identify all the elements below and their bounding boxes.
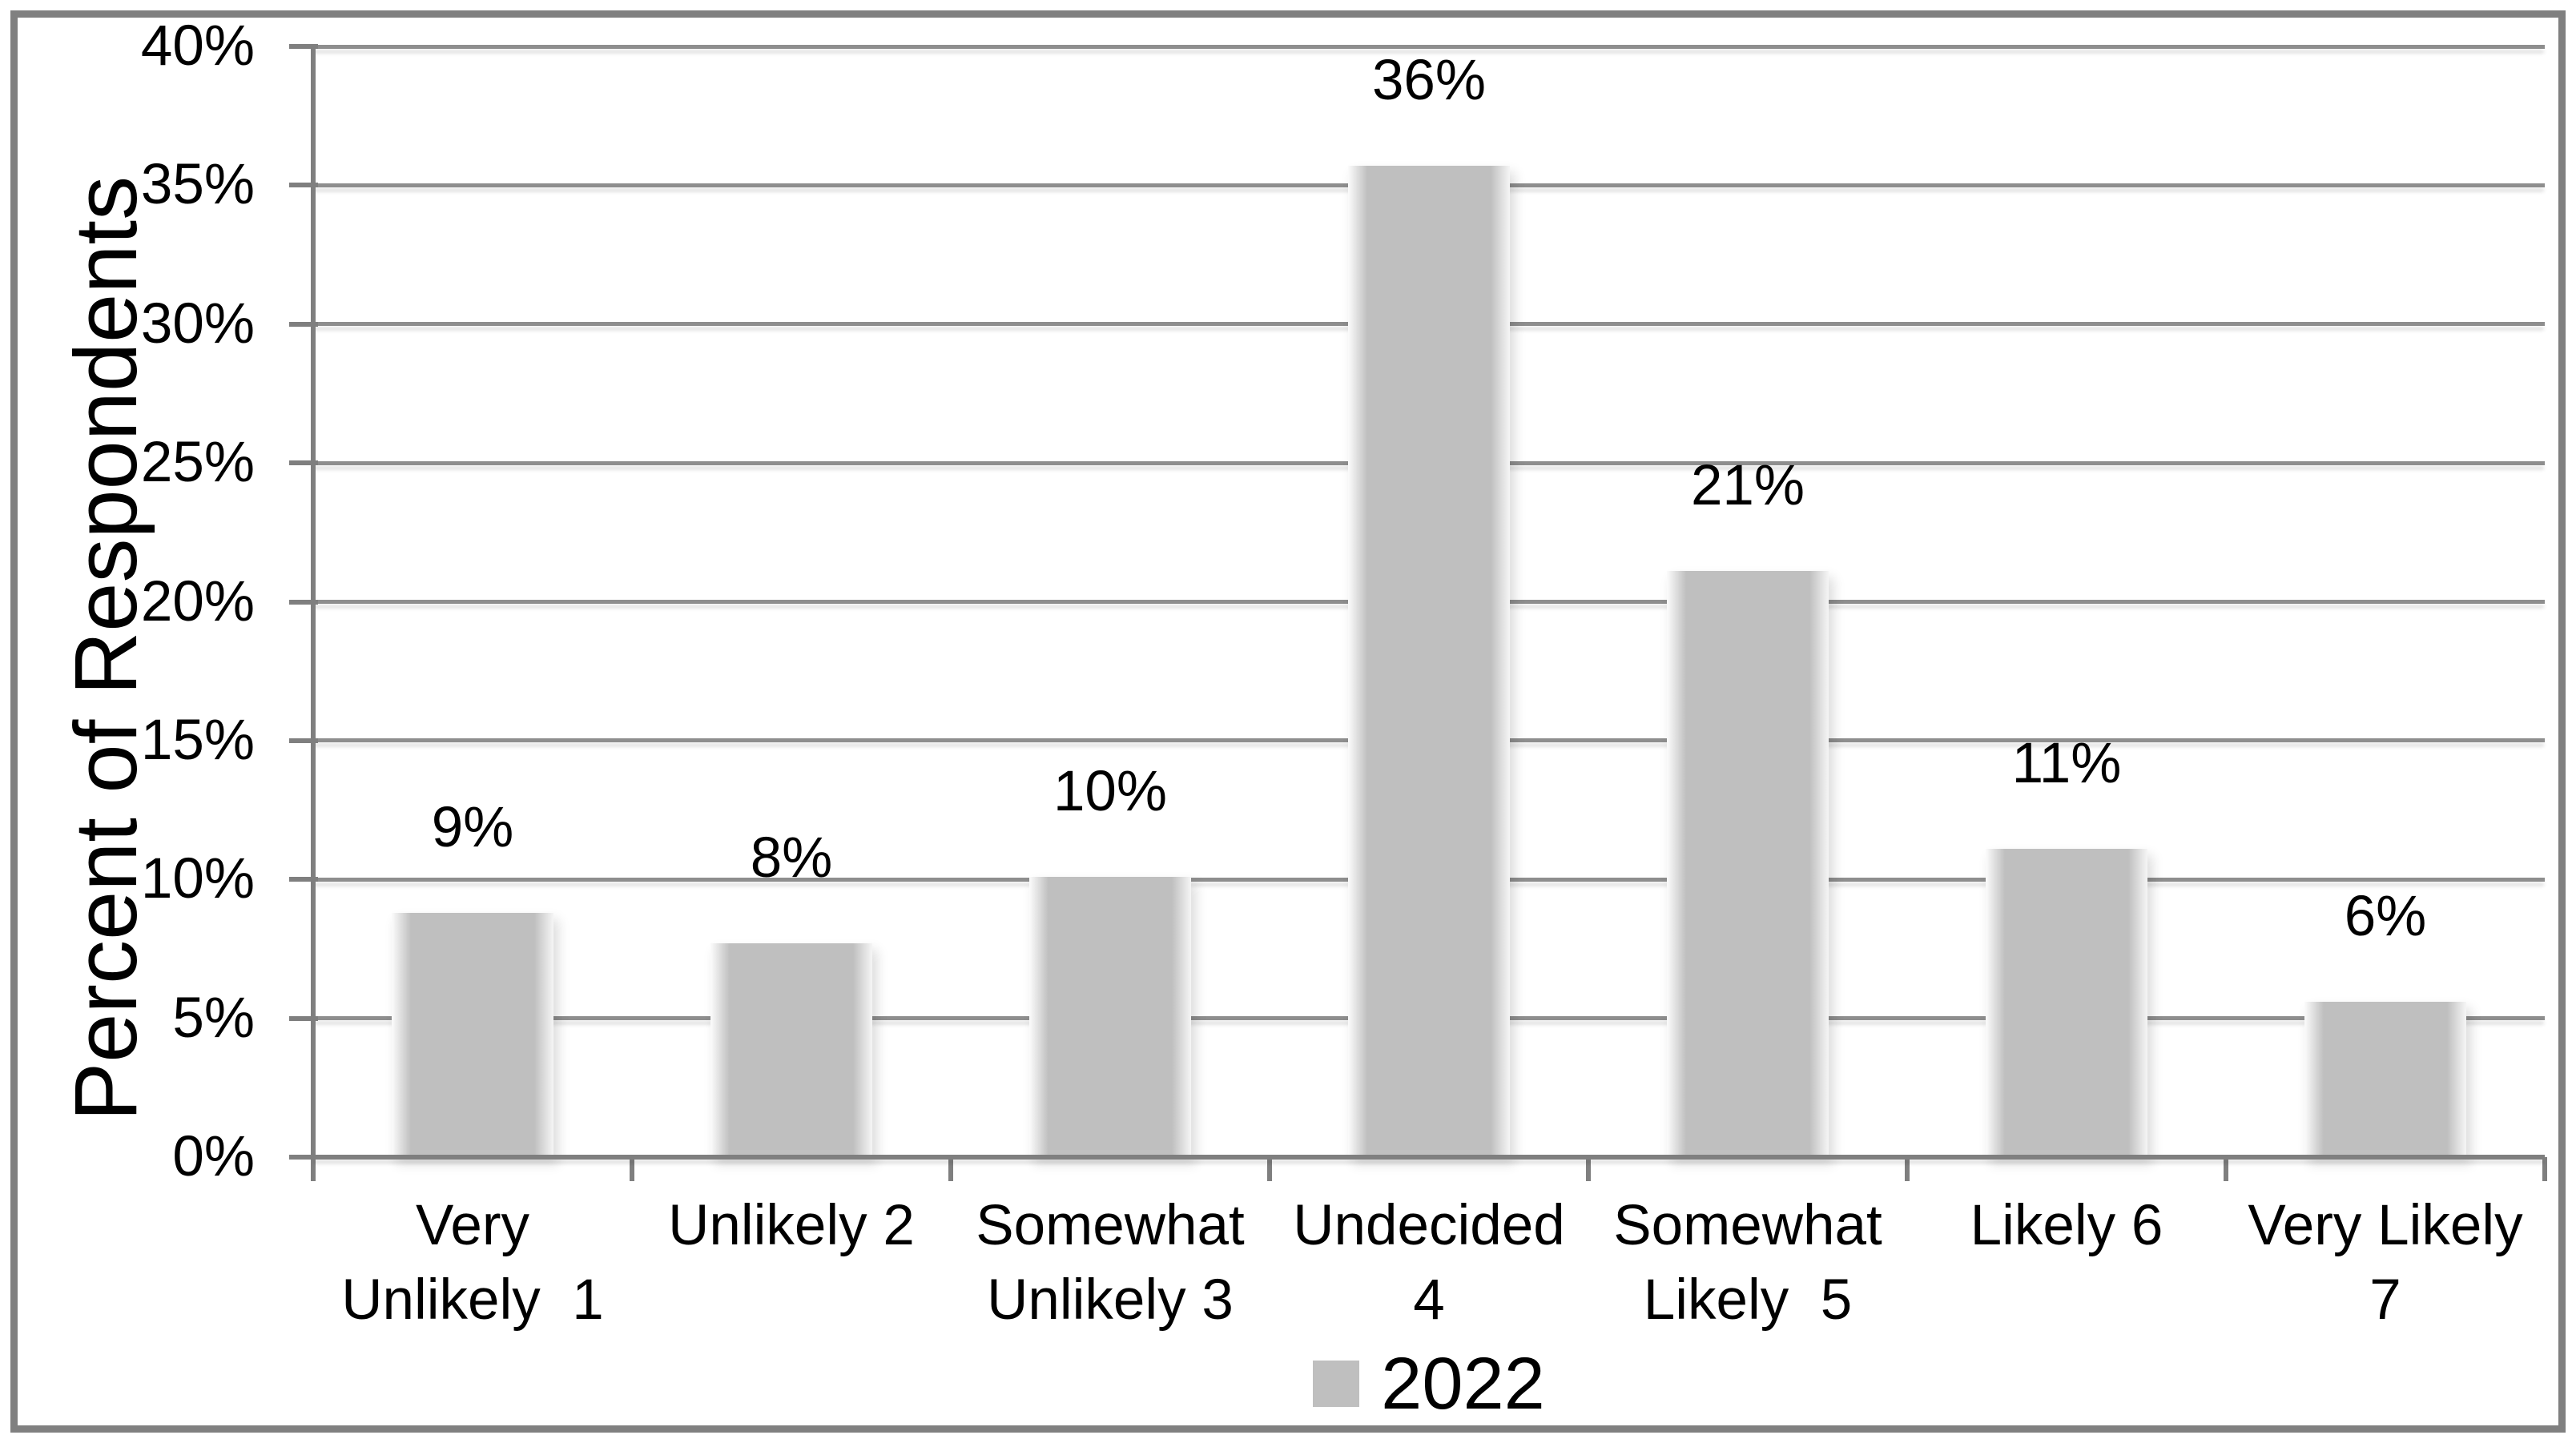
category-label: Very Likely 7 [2226,1188,2545,1337]
bar-likely-6 [1986,849,2147,1157]
category-label: Unlikely 2 [632,1188,951,1263]
y-tick-label-30%: 30% [140,291,255,356]
category-label-line: Very Likely [2248,1194,2523,1257]
category-label-line: Likely 5 [1643,1268,1853,1332]
category-label-line: Unlikely 1 [341,1268,604,1332]
category-label: Somewhat Unlikely 3 [951,1188,1270,1337]
y-axis-tick [289,321,318,327]
y-tick-label-35%: 35% [140,153,255,217]
y-axis-tick [289,44,318,49]
bar-value-label: 11% [2011,732,2122,796]
category-label-line: 4 [1413,1268,1445,1332]
y-tick-label-0%: 0% [172,1125,255,1188]
bar-value-label: 8% [750,826,833,890]
bar-value-label: 9% [431,795,514,859]
y-tick-label-5%: 5% [172,986,255,1050]
legend: 2022 [313,1344,2545,1424]
category-label-line: Unlikely 3 [987,1268,1234,1332]
y-axis-tick [289,460,318,466]
gridline-40% [313,44,2545,49]
y-axis-tick [289,877,318,882]
x-axis-tick [1267,1157,1272,1181]
x-axis-tick [1586,1157,1591,1181]
category-label: Very Unlikely 1 [313,1188,632,1337]
y-axis-line [311,44,316,1181]
x-axis-tick [2542,1157,2547,1181]
bar-value-label: 10% [1053,759,1168,823]
category-label-line: 7 [2369,1268,2401,1332]
y-tick-label-25%: 25% [140,431,255,495]
chart-outer-border [10,10,2566,1433]
bar-very-unlikely-1 [392,912,553,1157]
x-axis-line [313,1155,2545,1160]
category-label-line: Undecided [1293,1194,1565,1257]
category-label-line: Very [415,1194,530,1257]
x-axis-tick [2224,1157,2228,1181]
category-label-line: Likely 6 [1970,1194,2163,1257]
y-tick-label-15%: 15% [140,708,255,772]
bar-very-likely-7 [2304,1001,2466,1157]
bar-value-label: 36% [1371,49,1487,113]
y-tick-label-40%: 40% [140,14,255,78]
y-tick-label-20%: 20% [140,569,255,633]
y-axis-tick [289,599,318,605]
bar-value-label: 6% [2344,884,2427,948]
y-axis-tick [289,738,318,743]
bar-value-label: 21% [1690,454,1805,518]
x-axis-tick [1905,1157,1910,1181]
bar-undecided-4 [1348,166,1510,1157]
bar-somewhat-likely-5 [1667,571,1829,1157]
category-label-line: Somewhat [976,1194,1245,1257]
category-label-line: Somewhat [1613,1194,1882,1257]
bar-unlikely-2 [710,943,872,1157]
legend-swatch-2022 [1313,1361,1360,1407]
y-axis-title: Percent of Respondents [57,175,155,1122]
category-label: Likely 6 [1907,1188,2226,1263]
y-tick-label-10%: 10% [140,847,255,911]
y-axis-tick [289,183,318,188]
legend-label: 2022 [1381,1343,1545,1425]
y-axis-tick [289,1155,318,1160]
bar-somewhat-unlikely-3 [1029,876,1191,1157]
x-axis-tick [630,1157,634,1181]
y-axis-tick [289,1015,318,1021]
x-axis-tick [948,1157,953,1181]
category-label-line: Unlikely 2 [668,1194,915,1257]
category-label: Undecided 4 [1270,1188,1588,1337]
category-label: Somewhat Likely 5 [1588,1188,1907,1337]
